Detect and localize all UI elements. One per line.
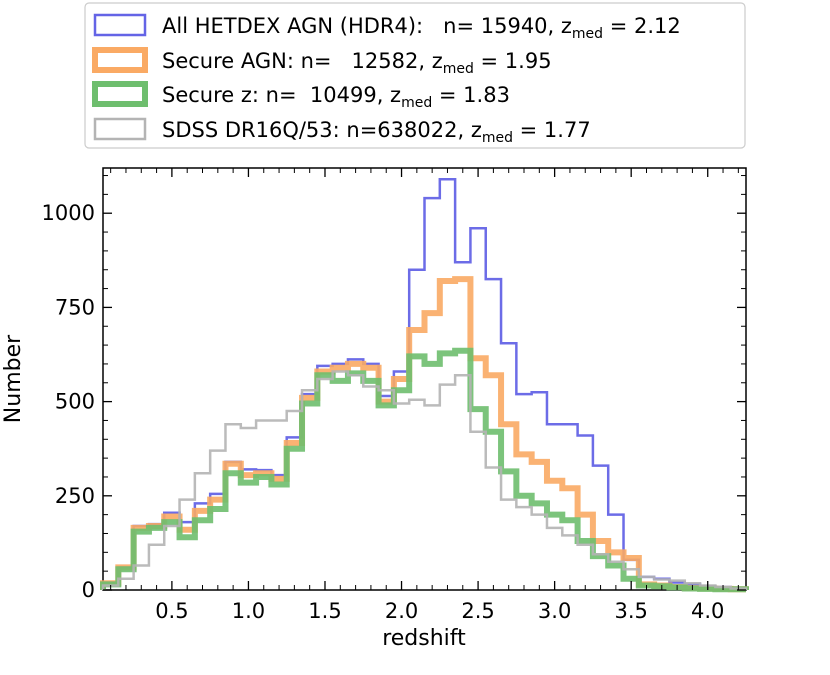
legend-swatch-3 (93, 117, 147, 141)
y-tick-label: 0 (82, 578, 95, 602)
legend: All HETDEX AGN (HDR4): n= 15940, zmed = … (84, 2, 746, 149)
y-tick-label: 500 (55, 390, 95, 414)
x-tick-label: 2.5 (461, 599, 494, 623)
legend-box (84, 2, 746, 149)
y-tick-label: 750 (55, 295, 95, 319)
series-line-3 (101, 370, 748, 590)
x-tick-label: 3.0 (538, 599, 571, 623)
ticks-layer: 0.5 1.0 1.5 2.0 2.5 3.0 3.5 4.0 0 250 500 750 1000 (42, 168, 746, 623)
series-line-1 (100, 276, 749, 593)
y-tick-label: 250 (55, 484, 95, 508)
y-axis-label: Number (1, 334, 26, 423)
series-line-2 (100, 347, 749, 593)
x-tick-label: 0.5 (155, 599, 188, 623)
x-tick-label: 2.0 (385, 599, 418, 623)
plot-frame (102, 167, 747, 591)
y-tick-label: 1000 (42, 201, 95, 225)
legend-label-0: All HETDEX AGN (HDR4): n= 15940, zmed = … (162, 14, 681, 42)
legend-entries: All HETDEX AGN (HDR4): n= 15940, zmed = … (92, 13, 681, 146)
series-line-0 (101, 178, 748, 590)
legend-label-3: SDSS DR16Q/53: n=638022, zmed = 1.77 (162, 118, 591, 146)
x-tick-label: 1.5 (308, 599, 341, 623)
legend-swatch-0 (93, 13, 147, 37)
legend-swatch-2 (92, 81, 148, 107)
x-tick-label: 4.0 (691, 599, 724, 623)
legend-label-1: Secure AGN: n= 12582, zmed = 1.95 (162, 49, 552, 77)
legend-label-2: Secure z: n= 10499, zmed = 1.83 (162, 83, 510, 111)
x-axis-label: redshift (382, 626, 466, 651)
x-tick-label: 1.0 (232, 599, 265, 623)
series-layer (100, 178, 749, 593)
legend-swatch-1 (92, 47, 148, 73)
x-tick-label: 3.5 (614, 599, 647, 623)
